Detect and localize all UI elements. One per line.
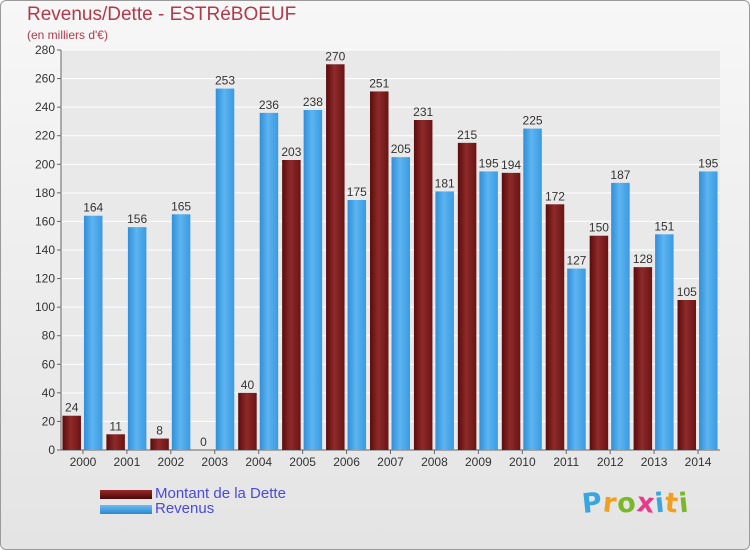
y-tick-label: 160 — [35, 214, 55, 228]
bar-dette-2009 — [457, 142, 477, 450]
data-label-dette-2007: 251 — [369, 76, 389, 90]
y-tick-label: 0 — [48, 443, 55, 457]
bar-revenus-2003 — [215, 88, 235, 451]
y-tick-label: 220 — [35, 129, 55, 143]
x-tick-label: 2000 — [70, 455, 97, 469]
x-tick-label: 2002 — [157, 455, 184, 469]
bar-dette-2005 — [282, 160, 301, 450]
data-label-revenus-2011: 127 — [566, 254, 586, 268]
bar-dette-2007 — [370, 91, 389, 450]
bar-dette-2004 — [238, 392, 257, 450]
bar-revenus-2002 — [171, 214, 191, 450]
x-tick-label: 2006 — [333, 455, 360, 469]
bar-dette-2000 — [62, 415, 81, 450]
y-tick-label: 40 — [42, 386, 56, 400]
legend-swatch-dette — [100, 490, 152, 499]
y-tick-label: 280 — [35, 43, 55, 57]
data-label-dette-2010: 194 — [501, 158, 521, 172]
x-tick-label: 2003 — [201, 455, 228, 469]
y-tick-label: 180 — [35, 186, 55, 200]
x-tick-label: 2001 — [114, 455, 141, 469]
bar-revenus-2000 — [83, 215, 103, 450]
x-tick-label: 2005 — [289, 455, 316, 469]
data-label-dette-2006: 270 — [325, 49, 345, 63]
bar-dette-2011 — [545, 204, 565, 450]
bar-revenus-2011 — [567, 268, 586, 450]
legend-swatch-revenus — [100, 505, 152, 514]
bar-dette-2006 — [326, 64, 345, 451]
legend-label-revenus: Revenus — [155, 500, 215, 517]
bar-dette-2002 — [150, 438, 169, 450]
bar-revenus-2005 — [303, 110, 323, 450]
proxiti-logo: Proxiti — [580, 487, 692, 520]
y-tick-label: 240 — [35, 100, 55, 114]
data-label-dette-2002: 8 — [156, 424, 163, 438]
data-label-revenus-2000: 164 — [83, 201, 103, 215]
data-label-revenus-2001: 156 — [127, 212, 147, 226]
chart-title: Revenus/Dette - ESTRéBOEUF — [27, 4, 297, 25]
bar-dette-2012 — [589, 235, 609, 450]
data-label-revenus-2014: 195 — [698, 156, 718, 170]
data-label-revenus-2004: 236 — [259, 98, 279, 112]
bar-dette-2014 — [677, 300, 697, 450]
data-label-dette-2014: 105 — [677, 285, 697, 299]
x-tick-label: 2010 — [509, 455, 536, 469]
legend-label-dette: Montant de la Dette — [155, 485, 286, 502]
data-label-dette-2001: 11 — [109, 419, 122, 433]
y-tick-label: 100 — [35, 300, 55, 314]
data-label-revenus-2005: 238 — [303, 95, 323, 109]
data-label-revenus-2002: 165 — [171, 199, 191, 213]
data-label-revenus-2003: 253 — [215, 74, 235, 88]
data-label-dette-2000: 24 — [65, 401, 79, 415]
bar-revenus-2001 — [127, 227, 147, 450]
data-label-revenus-2009: 195 — [479, 156, 499, 170]
data-label-revenus-2008: 181 — [435, 176, 455, 190]
y-tick-label: 80 — [42, 329, 56, 343]
bar-revenus-2013 — [655, 234, 674, 450]
y-tick-label: 260 — [35, 72, 55, 86]
data-label-dette-2013: 128 — [633, 252, 653, 266]
data-label-revenus-2012: 187 — [610, 168, 630, 182]
bar-dette-2013 — [633, 267, 653, 450]
x-tick-label: 2012 — [597, 455, 624, 469]
y-tick-label: 200 — [35, 157, 55, 171]
data-label-dette-2012: 150 — [589, 221, 609, 235]
bar-revenus-2014 — [699, 171, 718, 450]
logo-letter: i — [677, 487, 692, 520]
data-label-dette-2008: 231 — [413, 105, 433, 119]
bar-revenus-2006 — [347, 200, 367, 450]
bar-revenus-2007 — [391, 157, 410, 450]
x-tick-label: 2009 — [465, 455, 492, 469]
data-label-revenus-2006: 175 — [347, 185, 367, 199]
data-label-dette-2005: 203 — [281, 145, 301, 159]
x-tick-label: 2013 — [641, 455, 668, 469]
data-label-revenus-2013: 151 — [654, 219, 674, 233]
y-tick-label: 120 — [35, 272, 55, 286]
chart-subtitle: (en milliers d'€) — [27, 28, 108, 42]
bar-revenus-2010 — [523, 128, 542, 451]
data-label-revenus-2007: 205 — [391, 142, 411, 156]
y-tick-label: 20 — [42, 414, 56, 428]
data-label-dette-2003: 0 — [200, 435, 207, 449]
data-label-dette-2004: 40 — [241, 378, 255, 392]
y-tick-label: 140 — [35, 243, 55, 257]
bar-dette-2001 — [106, 434, 125, 450]
x-tick-label: 2007 — [377, 455, 404, 469]
y-tick-label: 60 — [42, 357, 56, 371]
bar-dette-2008 — [413, 120, 433, 450]
bar-revenus-2004 — [259, 112, 279, 450]
data-label-dette-2009: 215 — [457, 128, 477, 142]
x-tick-label: 2004 — [245, 455, 272, 469]
data-label-dette-2011: 172 — [545, 189, 565, 203]
x-tick-label: 2014 — [685, 455, 712, 469]
bar-revenus-2009 — [479, 171, 498, 450]
x-tick-label: 2008 — [421, 455, 448, 469]
data-label-revenus-2010: 225 — [523, 114, 543, 128]
x-tick-label: 2011 — [553, 455, 579, 469]
bar-dette-2010 — [501, 172, 521, 450]
bar-revenus-2008 — [435, 191, 454, 450]
bar-revenus-2012 — [611, 182, 630, 450]
